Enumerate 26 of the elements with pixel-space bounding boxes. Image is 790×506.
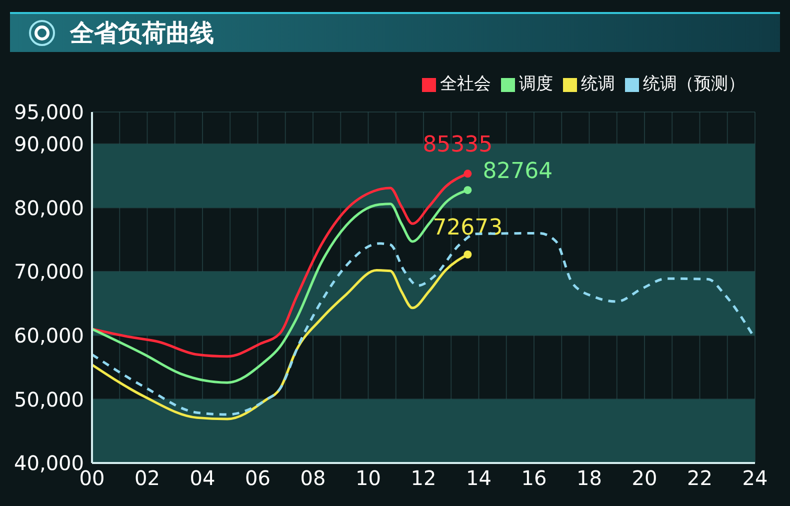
x-tick-label: 10 [356, 466, 381, 490]
y-tick-label: 50,000 [14, 387, 84, 412]
x-tick-label: 22 [687, 466, 712, 490]
legend-label: 统调（预测） [643, 74, 745, 94]
x-tick-label: 14 [466, 466, 492, 490]
x-tick-label: 08 [300, 466, 326, 490]
legend-label: 全社会 [440, 74, 491, 94]
annotation: 85335 [422, 132, 493, 158]
x-tick-label: 12 [410, 466, 436, 490]
y-tick-label: 95,000 [14, 100, 84, 124]
x-tick-label: 06 [245, 466, 270, 490]
legend-label: 调度 [519, 74, 553, 94]
chart-title: 全省负荷曲线 [70, 18, 214, 49]
x-tick-label: 02 [134, 466, 160, 490]
x-tick-label: 24 [742, 466, 768, 490]
y-tick-label: 90,000 [14, 132, 84, 156]
x-tick-label: 16 [521, 466, 547, 490]
x-tick-label: 18 [576, 466, 602, 490]
y-tick-label: 60,000 [14, 323, 84, 348]
y-tick-label: 70,000 [14, 260, 84, 284]
annotation: 82764 [482, 159, 553, 184]
annotation: 72673 [432, 215, 503, 240]
y-tick-label: 80,000 [14, 196, 84, 220]
x-tick-label: 20 [632, 466, 658, 490]
x-tick-label: 04 [190, 466, 216, 490]
legend-label: 统调 [581, 74, 615, 94]
